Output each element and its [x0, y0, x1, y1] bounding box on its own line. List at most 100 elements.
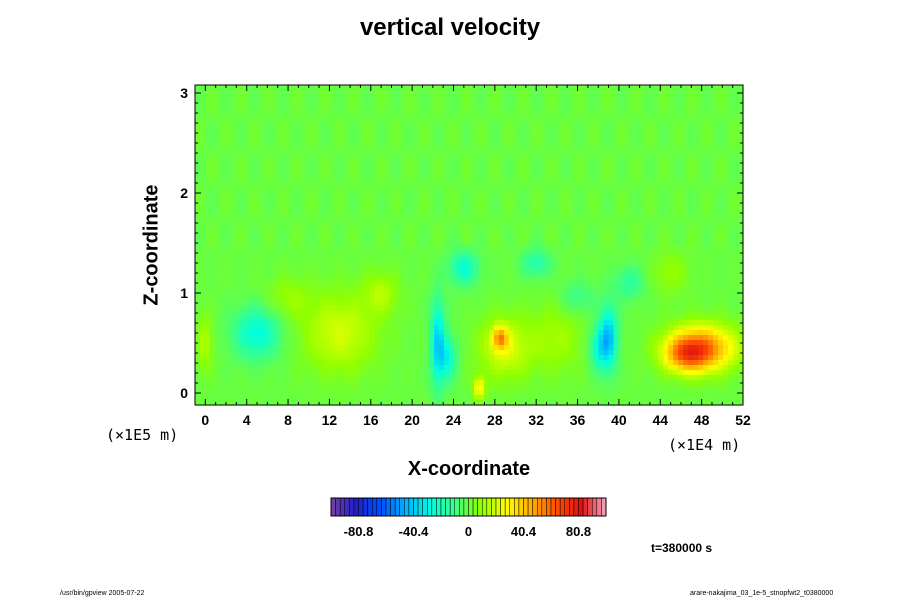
heatmap-cell [414, 115, 420, 121]
heatmap-cell [359, 380, 365, 386]
heatmap-cell [299, 155, 306, 161]
heatmap-cell [528, 150, 535, 156]
heatmap-cell [284, 350, 291, 356]
heatmap-cell [473, 335, 480, 341]
heatmap-cell [234, 180, 241, 186]
heatmap-cell [234, 225, 241, 231]
heatmap-cell [254, 355, 261, 361]
heatmap-cell [538, 275, 545, 281]
heatmap-cell [528, 400, 535, 406]
heatmap-cell [339, 315, 346, 321]
heatmap-cell [578, 160, 585, 166]
heatmap-cell [493, 90, 500, 96]
heatmap-cell [409, 385, 415, 391]
heatmap-cell [548, 235, 555, 241]
heatmap-cell [493, 255, 500, 261]
heatmap-cell [304, 100, 311, 106]
heatmap-cell [548, 350, 555, 356]
heatmap-cell [473, 305, 480, 311]
heatmap-cell [488, 290, 495, 296]
heatmap-cell [284, 180, 291, 186]
heatmap-cell [314, 195, 321, 201]
heatmap-cell [503, 285, 510, 291]
heatmap-cell [404, 385, 410, 391]
heatmap-cell [244, 145, 251, 151]
heatmap-cell [349, 235, 356, 241]
heatmap-cell [498, 325, 505, 331]
heatmap-cell [563, 170, 570, 176]
heatmap-cell [364, 320, 370, 326]
heatmap-cell [444, 175, 450, 181]
heatmap-cell [503, 375, 510, 381]
heatmap-cell [523, 115, 530, 121]
heatmap-cell [419, 365, 425, 371]
heatmap-cell [354, 165, 360, 171]
heatmap-cell [349, 310, 356, 316]
heatmap-cell [434, 270, 440, 276]
heatmap-cell [563, 115, 570, 121]
colorbar-tick-label: -40.4 [398, 524, 429, 539]
heatmap-cell [478, 365, 485, 371]
heatmap-cell [399, 180, 405, 186]
heatmap-cell [508, 220, 515, 226]
heatmap-cell [195, 165, 201, 171]
heatmap-cell [354, 255, 360, 261]
heatmap-cell [369, 220, 375, 226]
heatmap-cell [359, 130, 365, 136]
heatmap-cell [498, 295, 505, 301]
heatmap-cell [439, 275, 445, 281]
heatmap-cell [558, 260, 565, 266]
heatmap-cell [493, 190, 500, 196]
heatmap-cell [419, 125, 425, 131]
heatmap-cell [429, 225, 435, 231]
heatmap-cell [219, 280, 226, 286]
heatmap-cell [414, 140, 420, 146]
heatmap-cell [449, 180, 455, 186]
heatmap-cell [573, 225, 580, 231]
heatmap-cell [334, 305, 341, 311]
heatmap-cell [513, 235, 520, 241]
heatmap-cell [349, 100, 356, 106]
heatmap-cell [459, 360, 465, 366]
heatmap-cell [464, 160, 470, 166]
heatmap-cell [254, 110, 261, 116]
heatmap-cell [329, 270, 336, 276]
heatmap-cell [204, 345, 211, 351]
heatmap-cell [219, 220, 226, 226]
heatmap-cell [234, 130, 241, 136]
heatmap-cell [214, 260, 221, 266]
heatmap-cell [573, 330, 580, 336]
heatmap-cell [469, 300, 475, 306]
heatmap-cell [379, 145, 385, 151]
heatmap-cell [473, 380, 480, 386]
heatmap-cell [518, 245, 525, 251]
heatmap-cell [444, 235, 450, 241]
heatmap-cell [274, 250, 281, 256]
heatmap-cell [464, 200, 470, 206]
heatmap-cell [523, 355, 530, 361]
heatmap-cell [578, 180, 585, 186]
heatmap-cell [304, 365, 311, 371]
heatmap-cell [394, 360, 400, 366]
heatmap-cell [299, 130, 306, 136]
heatmap-cell [404, 305, 410, 311]
heatmap-cell [389, 240, 395, 246]
heatmap-cell [339, 355, 346, 361]
heatmap-cell [249, 340, 256, 346]
heatmap-cell [464, 205, 470, 211]
heatmap-cell [528, 300, 535, 306]
heatmap-cell [513, 215, 520, 221]
heatmap-cell [274, 175, 281, 181]
heatmap-cell [439, 210, 445, 216]
heatmap-cell [434, 350, 440, 356]
heatmap-cell [234, 340, 241, 346]
heatmap-cell [568, 225, 575, 231]
heatmap-cell [214, 125, 221, 131]
heatmap-cell [379, 300, 385, 306]
heatmap-cell [214, 395, 221, 401]
heatmap-cell [563, 155, 570, 161]
heatmap-cell [229, 215, 236, 221]
heatmap-cell [294, 115, 301, 121]
heatmap-cell [553, 210, 560, 216]
heatmap-cell [528, 90, 535, 96]
